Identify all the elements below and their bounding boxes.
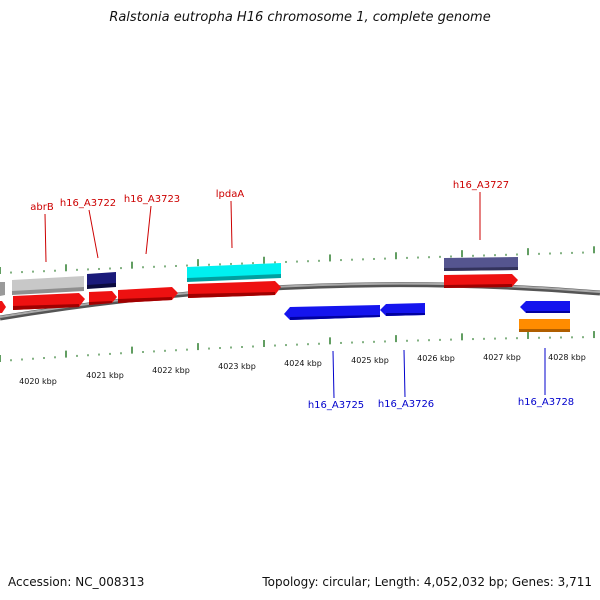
feature-navy-fwd[interactable] <box>87 272 116 289</box>
feature-red-fwd-1[interactable] <box>13 293 85 310</box>
gene-label-h16_A3722[interactable]: h16_A3722 <box>60 198 116 259</box>
genome-summary-text: Topology: circular; Length: 4,052,032 bp… <box>262 575 592 589</box>
feature-orange-rev[interactable] <box>519 319 570 332</box>
feature-red-fwd-4[interactable] <box>188 281 281 298</box>
feature-cyan-fwd[interactable] <box>187 263 281 282</box>
feature-red-fwd-5[interactable] <box>444 274 518 288</box>
feature-red-fwd-3[interactable] <box>118 287 178 303</box>
feature-red-fwd-2[interactable] <box>89 291 117 305</box>
gene-label-text: h16_A3723 <box>124 194 180 205</box>
map-title: Ralstonia eutropha H16 chromosome 1, com… <box>109 10 491 25</box>
kbp-label: 4025 kbp <box>351 356 389 365</box>
feature-blue-rev-1[interactable] <box>284 305 380 320</box>
kbp-label: 4021 kbp <box>86 371 124 380</box>
accession-text: Accession: NC_008313 <box>8 575 145 589</box>
kbp-label: 4026 kbp <box>417 354 455 363</box>
gene-label-text: h16_A3725 <box>308 400 364 411</box>
feature-gray-fwd-1[interactable] <box>12 276 84 295</box>
gene-label-h16_A3728[interactable]: h16_A3728 <box>518 348 574 408</box>
kbp-label: 4022 kbp <box>152 366 190 375</box>
feature-blue-rev-2[interactable] <box>380 303 425 316</box>
gene-label-h16_A3725[interactable]: h16_A3725 <box>308 350 364 411</box>
feature-blue-rev-3[interactable] <box>520 301 570 313</box>
kbp-label: 4020 kbp <box>19 377 57 386</box>
gene-label-text: h16_A3726 <box>378 399 434 410</box>
kbp-scale: 4020 kbp 4021 kbp 4022 kbp 4023 kbp 4024… <box>19 353 586 386</box>
gene-label-text: h16_A3728 <box>518 397 574 408</box>
kbp-label: 4027 kbp <box>483 353 521 362</box>
inner-tick-ring <box>0 331 595 362</box>
feature-slate-fwd[interactable] <box>444 257 518 271</box>
gene-label-h16_A3727[interactable]: h16_A3727 <box>453 180 509 240</box>
gene-label-abrB[interactable]: abrB <box>30 202 54 263</box>
gene-label-lpdaA[interactable]: lpdaA <box>216 189 245 249</box>
gene-label-h16_A3723[interactable]: h16_A3723 <box>124 194 180 255</box>
kbp-label: 4023 kbp <box>218 362 256 371</box>
outer-tick-ring <box>0 246 595 274</box>
gene-label-text: abrB <box>30 202 54 213</box>
kbp-label: 4024 kbp <box>284 359 322 368</box>
kbp-label: 4028 kbp <box>548 353 586 362</box>
feature-red-fwd-0[interactable] <box>0 301 6 313</box>
gene-label-h16_A3726[interactable]: h16_A3726 <box>378 349 434 410</box>
chromosome-backbone <box>0 282 600 321</box>
gene-label-text: h16_A3727 <box>453 180 509 191</box>
feature-gray-fwd-0[interactable] <box>0 282 5 296</box>
gene-label-text: h16_A3722 <box>60 198 116 209</box>
chromosome-backbone-highlight <box>0 282 600 318</box>
gene-label-text: lpdaA <box>216 189 245 200</box>
